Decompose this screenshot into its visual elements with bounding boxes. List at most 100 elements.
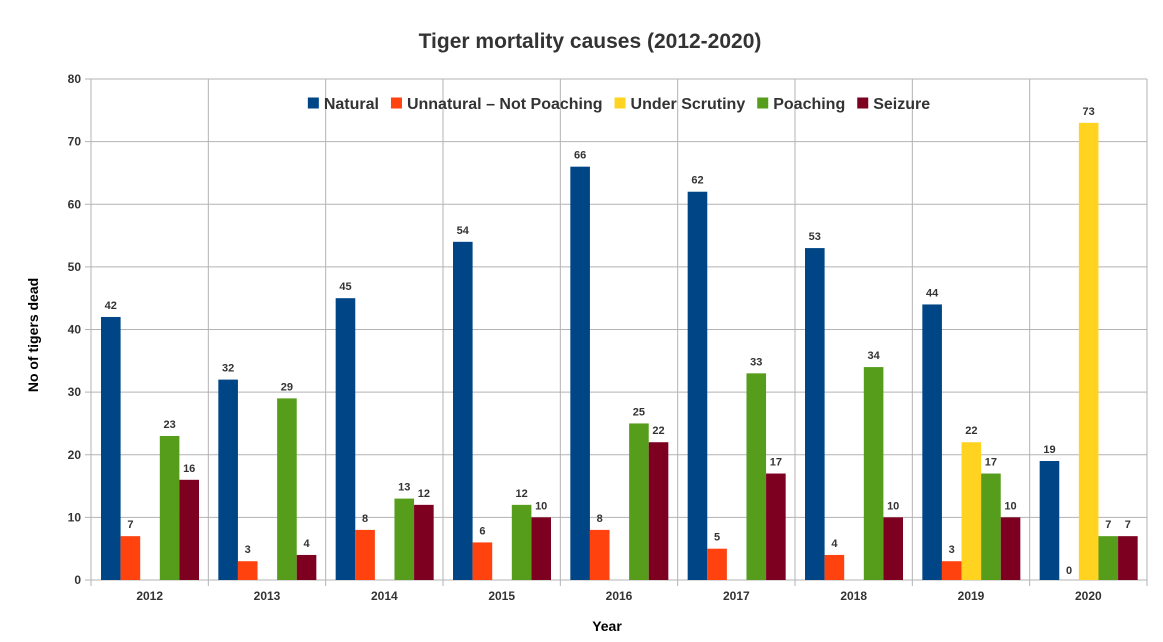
y-tick-label: 30	[68, 385, 82, 399]
data-label: 53	[809, 231, 821, 243]
y-tick-label: 50	[68, 260, 82, 274]
data-label: 32	[222, 363, 234, 375]
bar-unnatural-not-poaching	[237, 561, 258, 580]
y-tick-label: 10	[68, 510, 82, 524]
data-label: 17	[770, 457, 782, 469]
bar-poaching	[394, 498, 415, 580]
bar-poaching	[746, 373, 767, 580]
bar-under-scrutiny	[961, 442, 982, 580]
y-tick-label: 80	[68, 72, 82, 86]
data-label: 22	[652, 425, 664, 437]
data-label: 22	[965, 425, 977, 437]
bar-unnatural-not-poaching	[707, 548, 727, 580]
legend-label: Under Scrutiny	[631, 96, 746, 113]
legend-label: Unnatural – Not Poaching	[407, 96, 603, 113]
data-label: 3	[245, 544, 251, 556]
legend-swatch	[614, 97, 626, 109]
x-tick-label: 2020	[1075, 589, 1102, 603]
data-label: 66	[574, 150, 586, 162]
data-label: 12	[418, 488, 430, 500]
bar-under-scrutiny	[1078, 122, 1099, 581]
data-label: 25	[633, 406, 645, 418]
legend-label: Poaching	[773, 96, 845, 113]
bar-seizure	[648, 442, 669, 580]
bar-seizure	[766, 473, 786, 580]
y-tick-label: 0	[74, 573, 81, 587]
legend-swatch	[857, 97, 869, 109]
bar-seizure	[179, 479, 199, 580]
data-label: 10	[887, 500, 899, 512]
bar-unnatural-not-poaching	[355, 529, 375, 580]
bar-poaching	[863, 367, 884, 580]
bar-natural	[570, 166, 590, 581]
data-label: 16	[183, 463, 195, 475]
bar-natural	[687, 191, 708, 580]
bar-seizure	[1118, 536, 1138, 580]
data-label: 13	[398, 482, 410, 494]
data-label: 54	[457, 225, 470, 237]
bar-seizure	[1000, 517, 1021, 580]
data-label: 5	[714, 532, 720, 544]
x-tick-label: 2012	[136, 589, 163, 603]
bar-poaching	[1098, 536, 1119, 580]
legend-swatch	[390, 97, 402, 109]
data-label: 45	[339, 281, 351, 293]
data-label: 8	[362, 513, 368, 525]
bar-natural	[453, 241, 473, 580]
y-tick-label: 20	[68, 448, 82, 462]
data-label: 4	[831, 538, 838, 550]
bar-natural	[805, 248, 825, 580]
gridlines	[90, 78, 1148, 586]
data-label: 29	[281, 381, 293, 393]
data-label: 7	[1105, 519, 1111, 531]
data-label: 7	[1125, 519, 1131, 531]
data-label: 6	[479, 525, 485, 537]
data-label: 17	[985, 457, 997, 469]
bar-unnatural-not-poaching	[941, 561, 962, 580]
bar-poaching	[629, 423, 649, 580]
bar-natural	[335, 298, 356, 580]
data-label: 3	[949, 544, 955, 556]
bar-seizure	[296, 554, 317, 580]
data-labels: 4272316323294458131254612106682522625331…	[105, 106, 1131, 577]
x-tick-label: 2018	[840, 589, 867, 603]
chart-title: Tiger mortality causes (2012-2020)	[419, 30, 762, 53]
y-axis-title: No of tigers dead	[25, 278, 41, 392]
data-label: 44	[926, 287, 939, 299]
legend-label: Natural	[324, 96, 379, 113]
data-label: 23	[163, 419, 175, 431]
bar-seizure	[883, 517, 903, 580]
data-label: 10	[535, 500, 547, 512]
x-tick-label: 2017	[723, 589, 750, 603]
data-label: 42	[105, 300, 117, 312]
data-label: 33	[750, 356, 762, 368]
bar-unnatural-not-poaching	[472, 542, 493, 580]
bar-natural	[1039, 461, 1060, 580]
bar-natural	[101, 316, 121, 580]
bar-seizure	[414, 504, 434, 580]
bar-natural	[922, 304, 942, 580]
x-tick-label: 2013	[254, 589, 281, 603]
y-tick-label: 70	[68, 135, 82, 149]
data-label: 34	[867, 350, 880, 362]
bars	[101, 122, 1138, 581]
data-label: 62	[691, 175, 703, 187]
legend-label: Seizure	[873, 96, 930, 113]
bar-natural	[218, 379, 238, 580]
data-label: 73	[1083, 106, 1095, 118]
data-label: 7	[127, 519, 133, 531]
bar-poaching	[511, 504, 532, 580]
bar-unnatural-not-poaching	[589, 529, 610, 580]
x-tick-label: 2016	[606, 589, 633, 603]
y-tick-label: 40	[68, 323, 82, 337]
data-label: 0	[1066, 565, 1072, 577]
x-axis-title: Year	[592, 618, 622, 634]
data-label: 19	[1043, 444, 1055, 456]
bar-unnatural-not-poaching	[120, 536, 141, 580]
bar-seizure	[531, 517, 551, 580]
bar-unnatural-not-poaching	[824, 554, 845, 580]
data-label: 12	[515, 488, 527, 500]
x-tick-label: 2015	[488, 589, 515, 603]
